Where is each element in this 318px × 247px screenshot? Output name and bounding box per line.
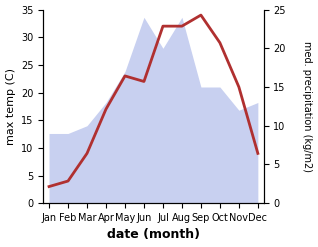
X-axis label: date (month): date (month): [107, 228, 200, 242]
Y-axis label: max temp (C): max temp (C): [5, 68, 16, 145]
Y-axis label: med. precipitation (kg/m2): med. precipitation (kg/m2): [302, 41, 313, 172]
